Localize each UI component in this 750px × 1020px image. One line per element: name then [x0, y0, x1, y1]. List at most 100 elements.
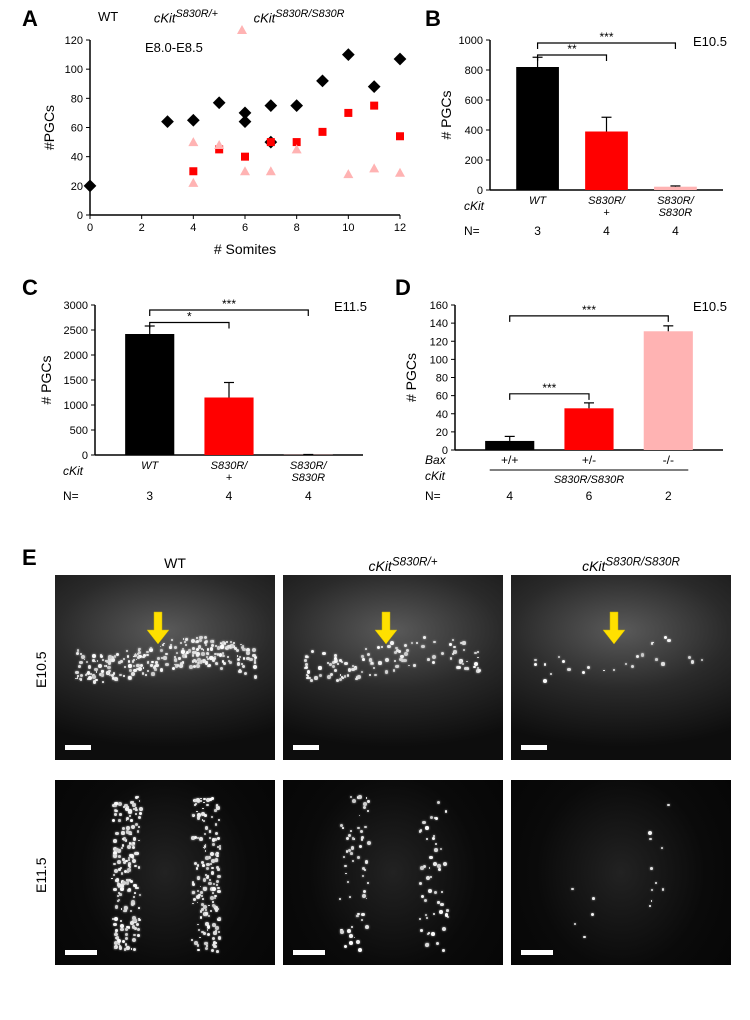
microscopy-image — [283, 780, 503, 965]
svg-text:10: 10 — [342, 222, 354, 234]
svg-text:S830R/S830R: S830R/S830R — [554, 474, 624, 486]
panel-e-row-label: E11.5 — [33, 857, 49, 893]
svg-text:1500: 1500 — [64, 375, 88, 387]
svg-text:cKit: cKit — [425, 469, 446, 483]
svg-text:S830R/: S830R/ — [588, 195, 626, 207]
svg-text:4: 4 — [305, 489, 312, 503]
svg-text:N=: N= — [63, 489, 79, 503]
panel-e-col-title: cKitS830R/+ — [343, 555, 463, 574]
svg-text:6: 6 — [242, 222, 248, 234]
panel-a-label: A — [22, 6, 38, 32]
panel-e-col-title: cKitS830R/S830R — [571, 555, 691, 574]
svg-text:***: *** — [222, 297, 236, 311]
svg-text:40: 40 — [436, 409, 448, 421]
svg-text:***: *** — [542, 381, 556, 395]
svg-text:*: * — [187, 310, 192, 324]
svg-text:***: *** — [599, 30, 613, 44]
svg-text:0: 0 — [77, 210, 83, 222]
svg-text:2500: 2500 — [64, 325, 88, 337]
svg-text:N=: N= — [425, 489, 441, 503]
svg-text:3000: 3000 — [64, 300, 88, 312]
svg-text:2000: 2000 — [64, 350, 88, 362]
svg-text:S830R/: S830R/ — [657, 195, 695, 207]
svg-text:E8.0-E8.5: E8.0-E8.5 — [145, 40, 203, 55]
legend-wt-label: WT — [98, 9, 118, 24]
svg-text:12: 12 — [394, 222, 406, 234]
microscopy-image — [511, 575, 731, 760]
svg-text:140: 140 — [430, 318, 448, 330]
svg-text:60: 60 — [71, 123, 83, 135]
svg-text:# PGCs: # PGCs — [403, 353, 419, 402]
svg-text:500: 500 — [70, 425, 88, 437]
panel-d-chart: 020406080100120140160# PGCsE10.5******+/… — [400, 285, 735, 530]
arrow-icon — [147, 612, 169, 646]
svg-text:**: ** — [567, 42, 577, 56]
scale-bar — [521, 950, 553, 955]
panel-b-chart: 02004006008001000# PGCsE10.5*****WTS830R… — [435, 20, 735, 265]
svg-text:4: 4 — [226, 489, 233, 503]
svg-text:20: 20 — [436, 427, 448, 439]
svg-text:***: *** — [582, 303, 596, 317]
svg-text:4: 4 — [506, 489, 513, 503]
svg-text:3: 3 — [146, 489, 153, 503]
svg-text:120: 120 — [65, 35, 83, 47]
svg-text:#PGCs: #PGCs — [41, 105, 57, 150]
svg-text:+: + — [603, 207, 610, 219]
svg-text:8: 8 — [294, 222, 300, 234]
svg-text:1000: 1000 — [459, 35, 483, 47]
panel-a-legend: WT cKitS830R/+ cKitS830R/S830R — [80, 8, 359, 25]
svg-text:100: 100 — [65, 64, 83, 76]
svg-text:400: 400 — [465, 125, 483, 137]
svg-text:WT: WT — [141, 460, 159, 472]
svg-text:N=: N= — [464, 224, 480, 238]
svg-text:40: 40 — [71, 152, 83, 164]
svg-text:S830R/: S830R/ — [211, 460, 249, 472]
legend-wt: WT — [80, 9, 118, 24]
svg-text:3: 3 — [534, 224, 541, 238]
scale-bar — [293, 950, 325, 955]
arrow-icon — [603, 612, 625, 646]
svg-text:4: 4 — [672, 224, 679, 238]
legend-hom: cKitS830R/S830R — [236, 8, 345, 25]
svg-text:1000: 1000 — [64, 400, 88, 412]
svg-text:0: 0 — [82, 450, 88, 462]
svg-text:# PGCs: # PGCs — [438, 90, 454, 139]
legend-het-label: cKitS830R/+ — [154, 8, 218, 25]
svg-text:80: 80 — [71, 93, 83, 105]
microscopy-image — [511, 780, 731, 965]
svg-text:100: 100 — [430, 354, 448, 366]
scale-bar — [65, 745, 91, 750]
legend-het: cKitS830R/+ — [136, 8, 218, 25]
svg-text:0: 0 — [477, 185, 483, 197]
microscopy-image — [55, 780, 275, 965]
svg-text:200: 200 — [465, 155, 483, 167]
svg-text:WT: WT — [529, 195, 547, 207]
svg-text:+/-: +/- — [582, 453, 596, 467]
scale-bar — [65, 950, 97, 955]
svg-text:2: 2 — [139, 222, 145, 234]
panel-e-label: E — [22, 545, 37, 571]
scale-bar — [521, 745, 547, 750]
panel-a-chart: 024681012020406080100120# Somites#PGCsE8… — [40, 30, 410, 260]
panel-e-col-title: WT — [115, 555, 235, 571]
svg-text:2: 2 — [665, 489, 672, 503]
microscopy-image — [55, 575, 275, 760]
svg-text:-/-: -/- — [663, 453, 674, 467]
svg-text:S830R: S830R — [291, 472, 325, 484]
svg-text:4: 4 — [603, 224, 610, 238]
svg-text:600: 600 — [465, 95, 483, 107]
svg-text:800: 800 — [465, 65, 483, 77]
svg-text:E10.5: E10.5 — [693, 34, 727, 49]
panel-c-chart: 050010001500200025003000# PGCsE11.5****W… — [35, 285, 375, 530]
arrow-icon — [375, 612, 397, 646]
svg-text:4: 4 — [190, 222, 196, 234]
svg-text:160: 160 — [430, 300, 448, 312]
scale-bar — [293, 745, 319, 750]
svg-text:120: 120 — [430, 336, 448, 348]
svg-text:E11.5: E11.5 — [334, 299, 367, 314]
svg-text:S830R: S830R — [659, 207, 693, 219]
svg-text:20: 20 — [71, 181, 83, 193]
svg-text:E10.5: E10.5 — [693, 299, 727, 314]
svg-text:# Somites: # Somites — [214, 241, 276, 257]
panel-e-row-label: E10.5 — [33, 651, 49, 688]
